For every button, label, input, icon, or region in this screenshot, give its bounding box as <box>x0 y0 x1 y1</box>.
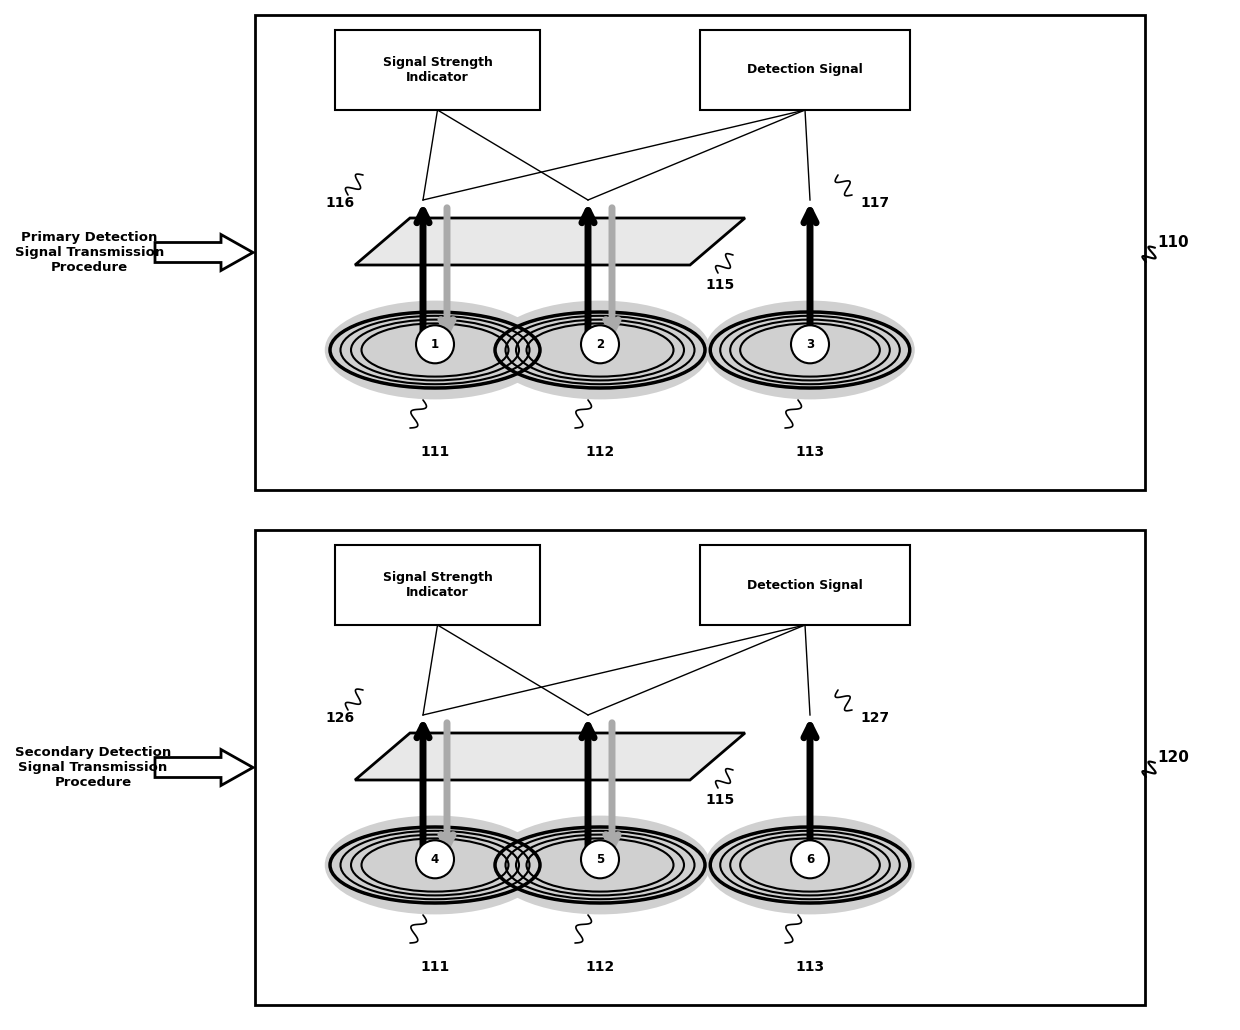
FancyBboxPatch shape <box>701 30 910 110</box>
FancyBboxPatch shape <box>335 545 539 625</box>
Bar <box>255 15 1145 490</box>
Text: 120: 120 <box>1157 751 1189 765</box>
Circle shape <box>791 840 830 879</box>
Text: 111: 111 <box>420 445 450 459</box>
Polygon shape <box>155 235 253 271</box>
Text: Primary Detection
Signal Transmission
Procedure: Primary Detection Signal Transmission Pr… <box>15 231 164 274</box>
Ellipse shape <box>490 816 711 915</box>
FancyBboxPatch shape <box>701 545 910 625</box>
Circle shape <box>415 325 454 364</box>
Text: 111: 111 <box>420 960 450 974</box>
Text: 5: 5 <box>596 853 604 866</box>
Text: Signal Strength
Indicator: Signal Strength Indicator <box>383 56 492 84</box>
Text: 113: 113 <box>795 445 825 459</box>
Circle shape <box>582 325 619 364</box>
Text: 117: 117 <box>861 196 889 210</box>
Text: 112: 112 <box>585 960 615 974</box>
Text: 112: 112 <box>585 445 615 459</box>
Text: 4: 4 <box>430 853 439 866</box>
Text: Detection Signal: Detection Signal <box>748 64 863 76</box>
Ellipse shape <box>706 816 915 915</box>
FancyBboxPatch shape <box>335 30 539 110</box>
Polygon shape <box>355 733 745 780</box>
Text: 2: 2 <box>596 338 604 351</box>
Text: 115: 115 <box>706 278 734 291</box>
Circle shape <box>415 840 454 879</box>
Text: 115: 115 <box>706 793 734 806</box>
Ellipse shape <box>706 301 915 400</box>
Circle shape <box>582 840 619 879</box>
Text: 6: 6 <box>806 853 815 866</box>
Text: 113: 113 <box>795 960 825 974</box>
Polygon shape <box>355 218 745 265</box>
Text: 116: 116 <box>325 196 355 210</box>
Text: 3: 3 <box>806 338 815 351</box>
Ellipse shape <box>490 301 711 400</box>
Text: Detection Signal: Detection Signal <box>748 579 863 591</box>
Text: Signal Strength
Indicator: Signal Strength Indicator <box>383 571 492 599</box>
Ellipse shape <box>325 301 546 400</box>
Circle shape <box>791 325 830 364</box>
Text: 1: 1 <box>432 338 439 351</box>
Text: 126: 126 <box>325 711 355 725</box>
Text: 110: 110 <box>1157 236 1189 250</box>
Bar <box>255 530 1145 1005</box>
Polygon shape <box>155 750 253 786</box>
Ellipse shape <box>325 816 546 915</box>
Text: Secondary Detection
Signal Transmission
Procedure: Secondary Detection Signal Transmission … <box>15 746 171 789</box>
Text: 127: 127 <box>861 711 889 725</box>
